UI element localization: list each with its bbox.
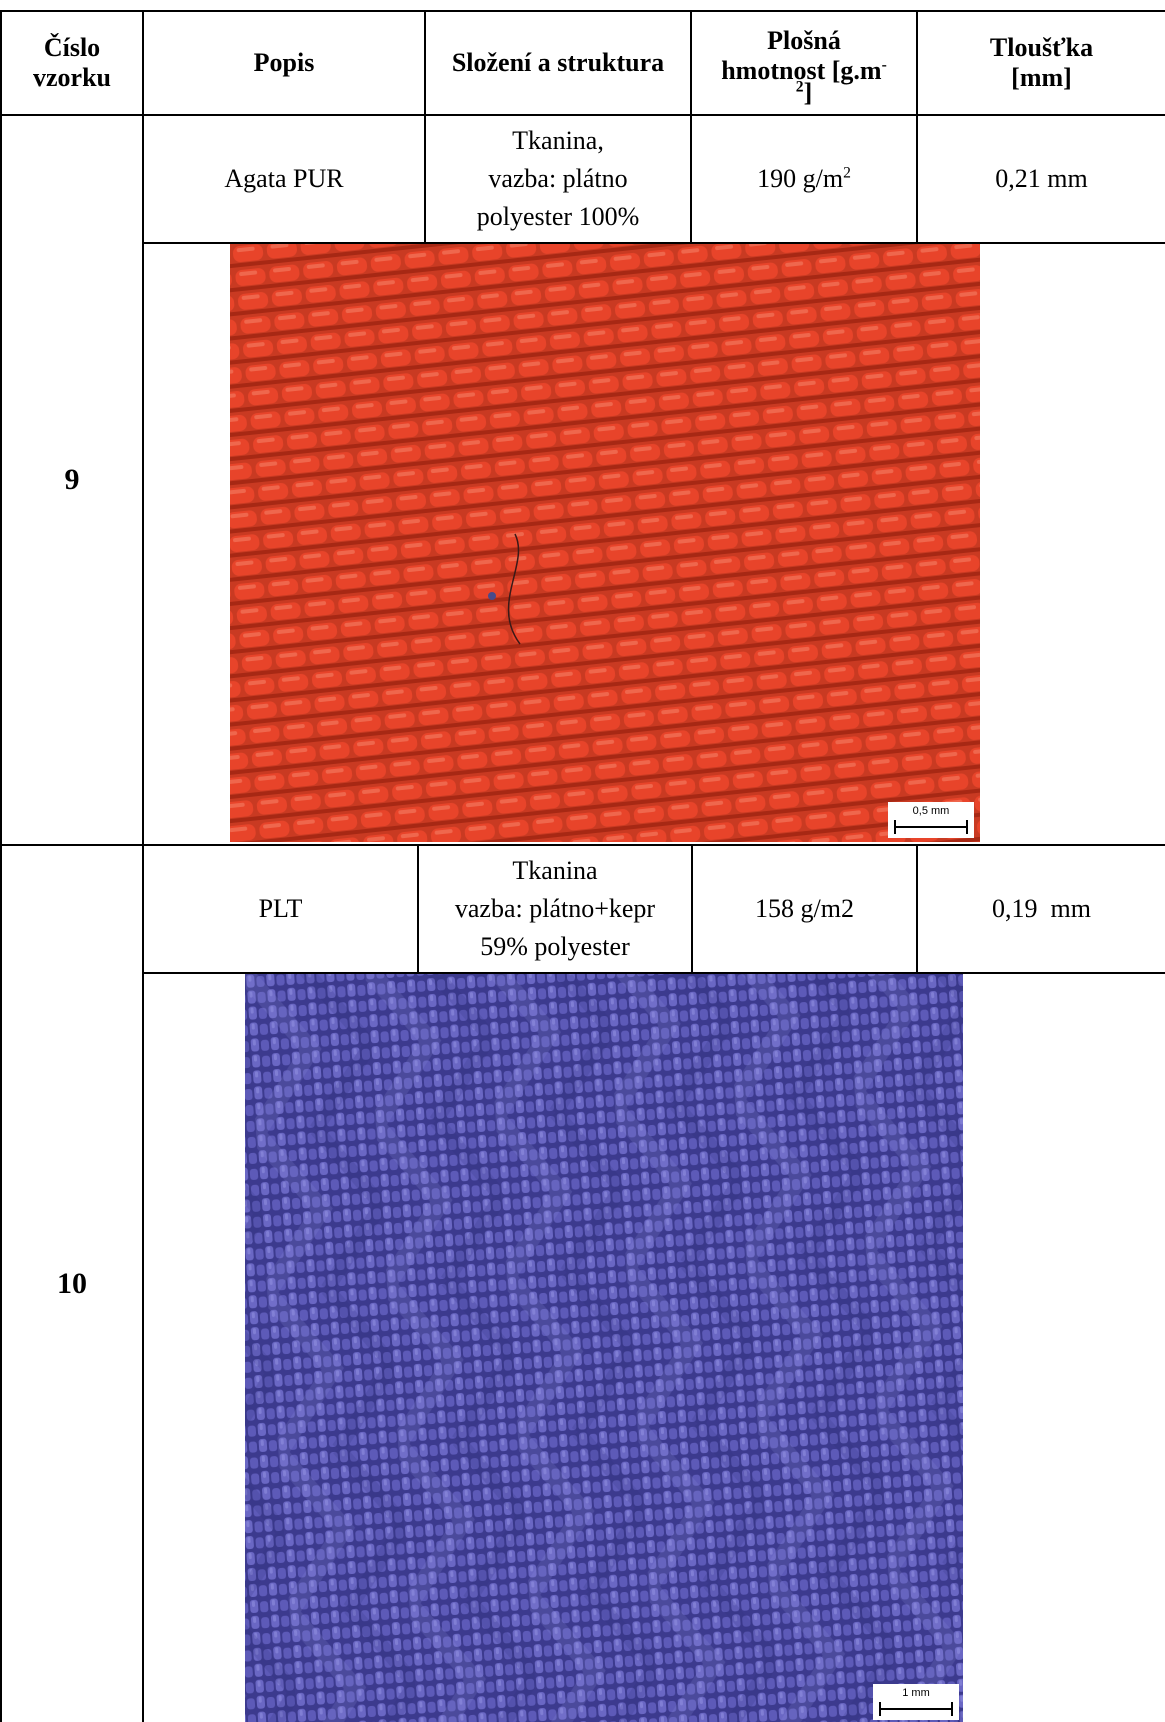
header-tloustka-line1: Tloušťka [989, 33, 1094, 62]
header-bottom-border [0, 114, 1165, 116]
row10-text-bottom-border [142, 972, 1165, 974]
header-hmotnost-line3: 2] [796, 79, 812, 105]
header-popis-label: Popis [253, 48, 315, 77]
sample-9-slozeni-line3: polyester 100% [476, 202, 640, 231]
sample-9-hmotnost: 190 g/m2 [692, 116, 916, 242]
sample-10-scale-bar: 1 mm [873, 1684, 959, 1720]
sample-9-number: 9 [64, 463, 80, 496]
sample-10-hmotnost: 158 g/m2 [693, 846, 916, 972]
sample-10-fabric-photo: 1 mm [245, 974, 963, 1722]
header-slozeni: Složení a struktura [426, 12, 690, 114]
header-hmotnost-line2: hmotnost [g.m- [721, 56, 887, 86]
header-plosna-hmotnost: Plošná hmotnost [g.m- 2] [692, 12, 916, 114]
header-tloustka: Tloušťka [mm] [918, 12, 1165, 114]
sample-9-tloustka-text: 0,21 mm [995, 164, 1088, 193]
col1-right-border [142, 10, 144, 1722]
sample-10-popis-text: PLT [258, 894, 303, 923]
sample-10-tloustka-text: 0,19 mm [992, 894, 1091, 923]
sample-9-fabric-photo: 0,5 mm [230, 244, 980, 842]
sample-10-slozeni-line3: 59% polyester [480, 932, 630, 961]
sample-10-slozeni: Tkanina vazba: plátno+kepr 59% polyester [419, 846, 691, 972]
sample-9-tloustka: 0,21 mm [918, 116, 1165, 242]
header-cislo-vzorku: Číslo vzorku [2, 12, 142, 114]
sample-9-popis-text: Agata PUR [224, 164, 344, 193]
col4-right-border-row10 [916, 844, 918, 972]
header-popis: Popis [144, 12, 424, 114]
header-slozeni-label: Složení a struktura [451, 48, 665, 77]
header-hmotnost-line1: Plošná [767, 26, 841, 55]
row9-bottom-border [0, 844, 1165, 846]
table-top-border [0, 10, 1165, 12]
sample-9-slozeni-line2: vazba: plátno [488, 164, 628, 193]
header-hmotnost-unit: hmotnost [g.m [721, 56, 882, 85]
sample-9-scale-label: 0,5 mm [912, 805, 950, 817]
col2-right-border-header [424, 10, 426, 242]
sample-10-scale-label: 1 mm [902, 1687, 930, 1699]
header-hmotnost-minus: - [881, 56, 887, 74]
header-cislo-line1: Číslo [43, 33, 101, 62]
col2-right-border-row10 [417, 844, 419, 972]
col3-right-border-row10 [691, 844, 693, 972]
sample-9-popis: Agata PUR [144, 116, 424, 242]
sample-9-fabric-texture [230, 244, 980, 842]
sample-10-popis: PLT [144, 846, 417, 972]
sample-10-hmotnost-text: 158 g/m2 [755, 894, 854, 923]
row9-text-bottom-border [142, 242, 1165, 244]
sample-9-slozeni-line1: Tkanina, [512, 126, 604, 155]
col3-right-border-header [690, 10, 692, 242]
sample-10-fabric-texture [245, 974, 963, 1722]
header-hmotnost-exp: 2 [795, 78, 804, 96]
col4-right-border-header [916, 10, 918, 242]
sample-9-scale-bar: 0,5 mm [888, 802, 974, 838]
sample-9-hmotnost-sup: 2 [843, 164, 851, 182]
header-tloustka-line2: [mm] [1011, 63, 1072, 92]
sample-9-slozeni: Tkanina, vazba: plátno polyester 100% [426, 116, 690, 242]
sample-number: 9 [2, 116, 142, 844]
sample-10-tloustka: 0,19 mm [918, 846, 1165, 972]
sample-10-slozeni-line2: vazba: plátno+kepr [454, 894, 656, 923]
sample-9-hmotnost-value: 190 g/m [757, 164, 844, 193]
sample-10-slozeni-line1: Tkanina [512, 856, 598, 885]
sample-10-number: 10 [57, 1267, 87, 1300]
table-left-border [0, 10, 2, 1722]
sample-number: 10 [2, 846, 142, 1722]
sample-9-hmotnost-text: 190 g/m2 [757, 160, 851, 198]
header-cislo-line2: vzorku [33, 63, 111, 92]
header-hmotnost-bracket: ] [803, 78, 813, 107]
